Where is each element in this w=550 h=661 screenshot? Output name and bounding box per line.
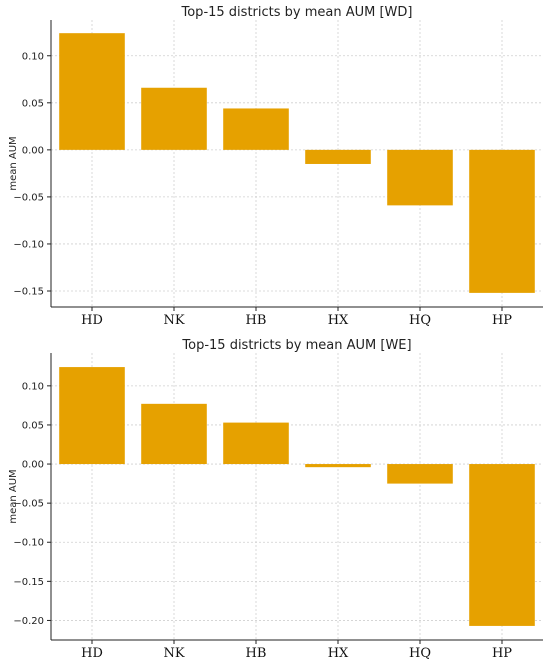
bar-hx xyxy=(305,464,371,468)
y-tick-label: −0.05 xyxy=(13,499,44,510)
y-tick-label: −0.10 xyxy=(13,538,44,549)
x-tick-label: HP xyxy=(492,646,512,661)
x-tick-label: HQ xyxy=(409,646,431,661)
x-tick-label: HP xyxy=(492,313,512,328)
x-tick-label: NK xyxy=(163,313,184,328)
bar-nk xyxy=(141,87,207,150)
y-tick-label: 0.00 xyxy=(22,460,44,471)
y-tick-label: −0.20 xyxy=(13,616,44,627)
y-tick-label: 0.10 xyxy=(22,51,44,62)
chart-2: 0.10 0.05 0.00 −0.05 −0.10 −0.15 −0.20 HD NK HB HX… xyxy=(8,338,543,661)
y-tick-label: 0.05 xyxy=(22,98,44,109)
x-tick-label: HB xyxy=(246,646,267,661)
bar-hq xyxy=(387,464,453,484)
chart-1: 0.10 0.05 0.00 −0.05 −0.10 −0.15 HD NK HB HX HQ HP T… xyxy=(8,5,543,328)
x-tick-label: NK xyxy=(163,646,184,661)
x-tick-label: HB xyxy=(246,313,267,328)
bar-hq xyxy=(387,149,453,206)
y-tick-label: 0.00 xyxy=(22,145,44,156)
y-axis-label: mean AUM xyxy=(8,469,19,523)
bar-nk xyxy=(141,403,207,465)
chart-title: Top-15 districts by mean AUM [WD] xyxy=(181,5,413,20)
bar-hp xyxy=(469,149,535,293)
x-tick-label: HQ xyxy=(409,313,431,328)
bar-hx xyxy=(305,149,371,164)
x-tick-label: HD xyxy=(81,313,103,328)
y-tick-label: −0.10 xyxy=(13,239,44,250)
y-tick-label: −0.15 xyxy=(13,287,44,298)
chart-title: Top-15 districts by mean AUM [WE] xyxy=(181,338,411,353)
bar-hb xyxy=(223,422,289,465)
bar-hd xyxy=(59,367,125,465)
bar-hp xyxy=(469,464,535,626)
x-tick-label: HX xyxy=(328,646,349,661)
bar-hd xyxy=(59,33,125,150)
x-tick-label: HD xyxy=(81,646,103,661)
y-axis-label: mean AUM xyxy=(8,136,19,190)
y-tick-label: −0.15 xyxy=(13,577,44,588)
y-tick-label: −0.05 xyxy=(13,192,44,203)
y-tick-label: 0.10 xyxy=(22,381,44,392)
x-tick-label: HX xyxy=(328,313,349,328)
bar-hb xyxy=(223,108,289,150)
y-tick-label: 0.05 xyxy=(22,420,44,431)
